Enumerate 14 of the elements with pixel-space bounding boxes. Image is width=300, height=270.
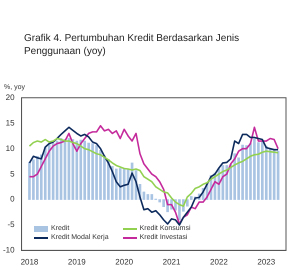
y-tick-label: 5 [10, 169, 16, 178]
y-tick-label: 15 [6, 118, 16, 128]
y-tick-label: -5 [7, 220, 16, 230]
x-tick-label: 2018 [20, 257, 39, 266]
x-tick-label: 2022 [210, 257, 228, 266]
y-tick-label: 20 [6, 93, 16, 102]
y-tick-label: 0 [10, 194, 16, 204]
x-tick-label: 2020 [115, 257, 134, 266]
y-tick-label: 10 [6, 144, 16, 153]
y-tick-label: -10 [3, 246, 16, 255]
chart-title: Grafik 4. Pertumbuhan Kredit Berdasarkan Jenis Penggunaan (yoy) [24, 32, 240, 58]
x-tick-label: 2023 [257, 257, 276, 266]
x-tick-label: 2021 [162, 257, 181, 266]
x-tick-label: 2019 [68, 257, 86, 266]
